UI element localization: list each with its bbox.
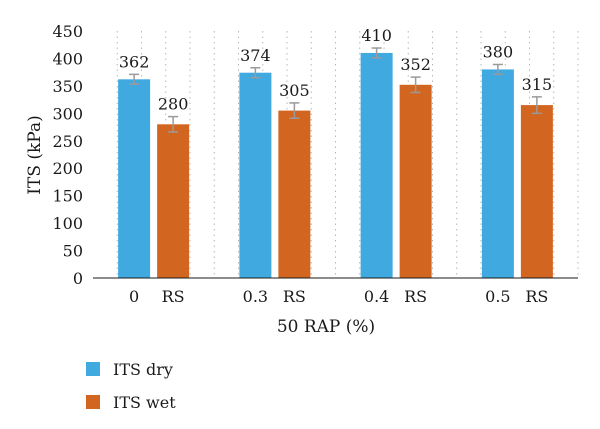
bar-its-dry [239, 72, 272, 279]
value-labels: 362 280 374 305 410 352 380 315 [119, 26, 552, 114]
x-category-label: 0.4 [364, 287, 389, 306]
y-axis-title: ITS (kPa) [25, 115, 45, 194]
value-label: 362 [119, 52, 150, 71]
x-bar-label: RS [162, 287, 185, 306]
bar-its-dry [360, 52, 393, 279]
y-tick-label: 250 [52, 132, 83, 151]
bar-its-dry [481, 69, 514, 278]
legend-swatch [86, 362, 100, 376]
y-axis-ticks: 0 50 100 150 200 250 300 350 400 450 [52, 22, 83, 288]
y-tick-label: 150 [52, 187, 83, 206]
x-category-label: 0.5 [485, 287, 510, 306]
x-bar-label: RS [404, 287, 427, 306]
bars [118, 52, 553, 279]
value-label: 352 [400, 55, 431, 74]
value-label: 374 [240, 46, 271, 65]
y-tick-label: 100 [52, 214, 83, 233]
value-label: 315 [522, 75, 553, 94]
y-tick-label: 50 [63, 242, 83, 261]
legend-label: ITS dry [113, 360, 173, 379]
y-tick-label: 200 [52, 159, 83, 178]
error-bars [129, 47, 542, 133]
x-axis-title: 50 RAP (%) [277, 317, 375, 337]
legend-swatch [86, 395, 100, 409]
legend-label: ITS wet [113, 393, 176, 412]
bar-its-wet [278, 110, 311, 278]
value-label: 380 [483, 42, 514, 61]
bar-its-wet [157, 124, 190, 278]
value-label: 410 [361, 26, 392, 45]
bar-its-wet [520, 105, 553, 278]
y-tick-label: 400 [52, 49, 83, 68]
y-tick-label: 0 [73, 269, 83, 288]
y-tick-label: 350 [52, 77, 83, 96]
bar-its-dry [118, 79, 151, 279]
y-tick-label: 450 [52, 22, 83, 41]
value-label: 305 [279, 81, 310, 100]
value-label: 280 [158, 95, 189, 114]
x-bar-label: RS [283, 287, 306, 306]
x-bar-label: RS [525, 287, 548, 306]
y-tick-label: 300 [52, 104, 83, 123]
x-axis-categories: 0 RS 0.3 RS 0.4 RS 0.5 RS [129, 287, 548, 306]
x-category-label: 0 [129, 287, 139, 306]
legend: ITS dry ITS wet [86, 360, 176, 412]
bar-its-wet [399, 84, 432, 279]
x-category-label: 0.3 [243, 287, 268, 306]
